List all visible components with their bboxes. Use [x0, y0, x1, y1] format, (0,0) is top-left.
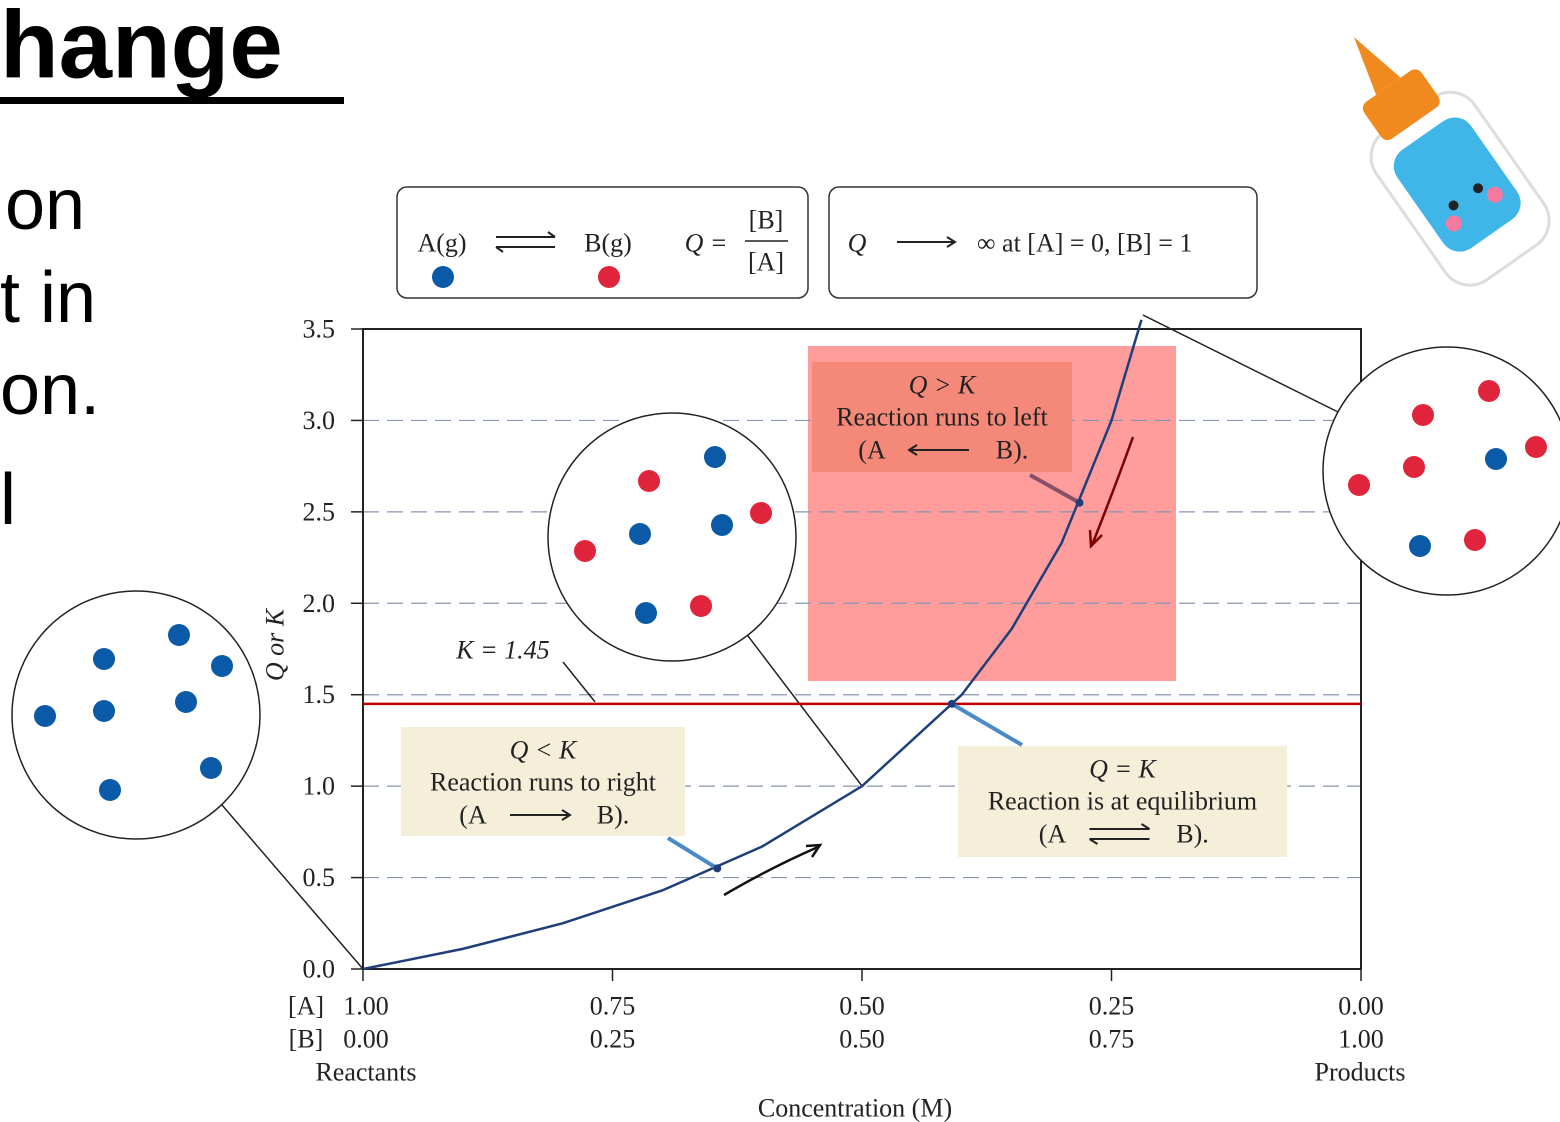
- annotation-text: Reaction runs to right: [430, 768, 657, 797]
- annotation-text: B).: [1176, 820, 1209, 849]
- y-tick-label: 3.5: [303, 315, 336, 344]
- x-row-label: [A]: [288, 992, 324, 1021]
- annotation-text: (A: [1039, 820, 1067, 849]
- k-label: K = 1.45: [455, 636, 549, 665]
- direction-arrow: [724, 845, 820, 895]
- annotation-title: Q > K: [909, 371, 977, 400]
- molecule-circle: [1323, 347, 1560, 595]
- q-def: Q =: [685, 229, 728, 258]
- x-tick-label: 0.25: [590, 1025, 636, 1054]
- k-leader: [563, 662, 595, 702]
- x-tick-label: 0.75: [1089, 1025, 1135, 1054]
- q-limit: ∞ at [A] = 0, [B] = 1: [977, 229, 1192, 258]
- denominator: [A]: [748, 248, 784, 277]
- y-tick-label: 1.5: [303, 680, 336, 709]
- molecule-circle: [12, 591, 260, 839]
- dot-a: [432, 266, 454, 288]
- x-tick-label: 0.00: [343, 1025, 389, 1054]
- annotation-text: Reaction is at equilibrium: [988, 787, 1257, 816]
- x-end-label: Products: [1315, 1058, 1406, 1087]
- x-tick-label: 0.50: [839, 992, 885, 1021]
- slide-text: on: [5, 165, 85, 245]
- slide-text: l: [0, 460, 16, 540]
- x-axis-label: Concentration (M): [758, 1094, 952, 1122]
- title-underline: [0, 97, 344, 104]
- slide-text: on.: [0, 350, 100, 430]
- connector: [222, 805, 363, 969]
- x-end-label: Reactants: [315, 1058, 416, 1087]
- x-tick-label: 1.00: [1338, 1025, 1384, 1054]
- y-tick-label: 0.0: [303, 955, 336, 984]
- annotation-title: Q < K: [510, 736, 578, 765]
- annotation-text: B).: [996, 436, 1029, 465]
- dot-b: [598, 266, 620, 288]
- slide-title: hange: [0, 0, 283, 99]
- x-tick-label: 0.50: [839, 1025, 885, 1054]
- species-b: B(g): [584, 229, 632, 258]
- y-tick-label: 2.5: [303, 497, 336, 526]
- y-tick-label: 2.0: [303, 589, 336, 618]
- x-tick-label: 0.75: [590, 992, 636, 1021]
- q-symbol: Q: [848, 229, 867, 258]
- y-tick-label: 0.5: [303, 863, 336, 892]
- annotation-text: (A: [858, 436, 886, 465]
- x-tick-label: 0.25: [1089, 992, 1135, 1021]
- species-a: A(g): [417, 229, 466, 258]
- y-axis-label: Q or K: [261, 607, 290, 681]
- pointer: [952, 704, 1022, 745]
- slide: hange on t in on. l A(g) B(g) Q = [B] [A…: [0, 0, 1560, 1122]
- point: [713, 864, 721, 872]
- y-tick-label: 1.0: [303, 772, 336, 801]
- molecule-circle: [548, 413, 796, 661]
- annotation-title: Q = K: [1089, 755, 1157, 784]
- point: [1076, 499, 1084, 507]
- numerator: [B]: [749, 206, 784, 235]
- pointer: [668, 838, 717, 868]
- slide-text: t in: [0, 258, 96, 338]
- y-tick-label: 3.0: [303, 406, 336, 435]
- annotation-text: Reaction runs to left: [836, 403, 1048, 432]
- x-row-label: [B]: [289, 1025, 324, 1054]
- annotation-text: B).: [597, 801, 630, 830]
- point: [948, 700, 956, 708]
- glue-icon: [1305, 3, 1560, 297]
- x-tick-label: 1.00: [343, 992, 389, 1021]
- annotation-text: (A: [459, 801, 487, 830]
- x-tick-label: 0.00: [1338, 992, 1384, 1021]
